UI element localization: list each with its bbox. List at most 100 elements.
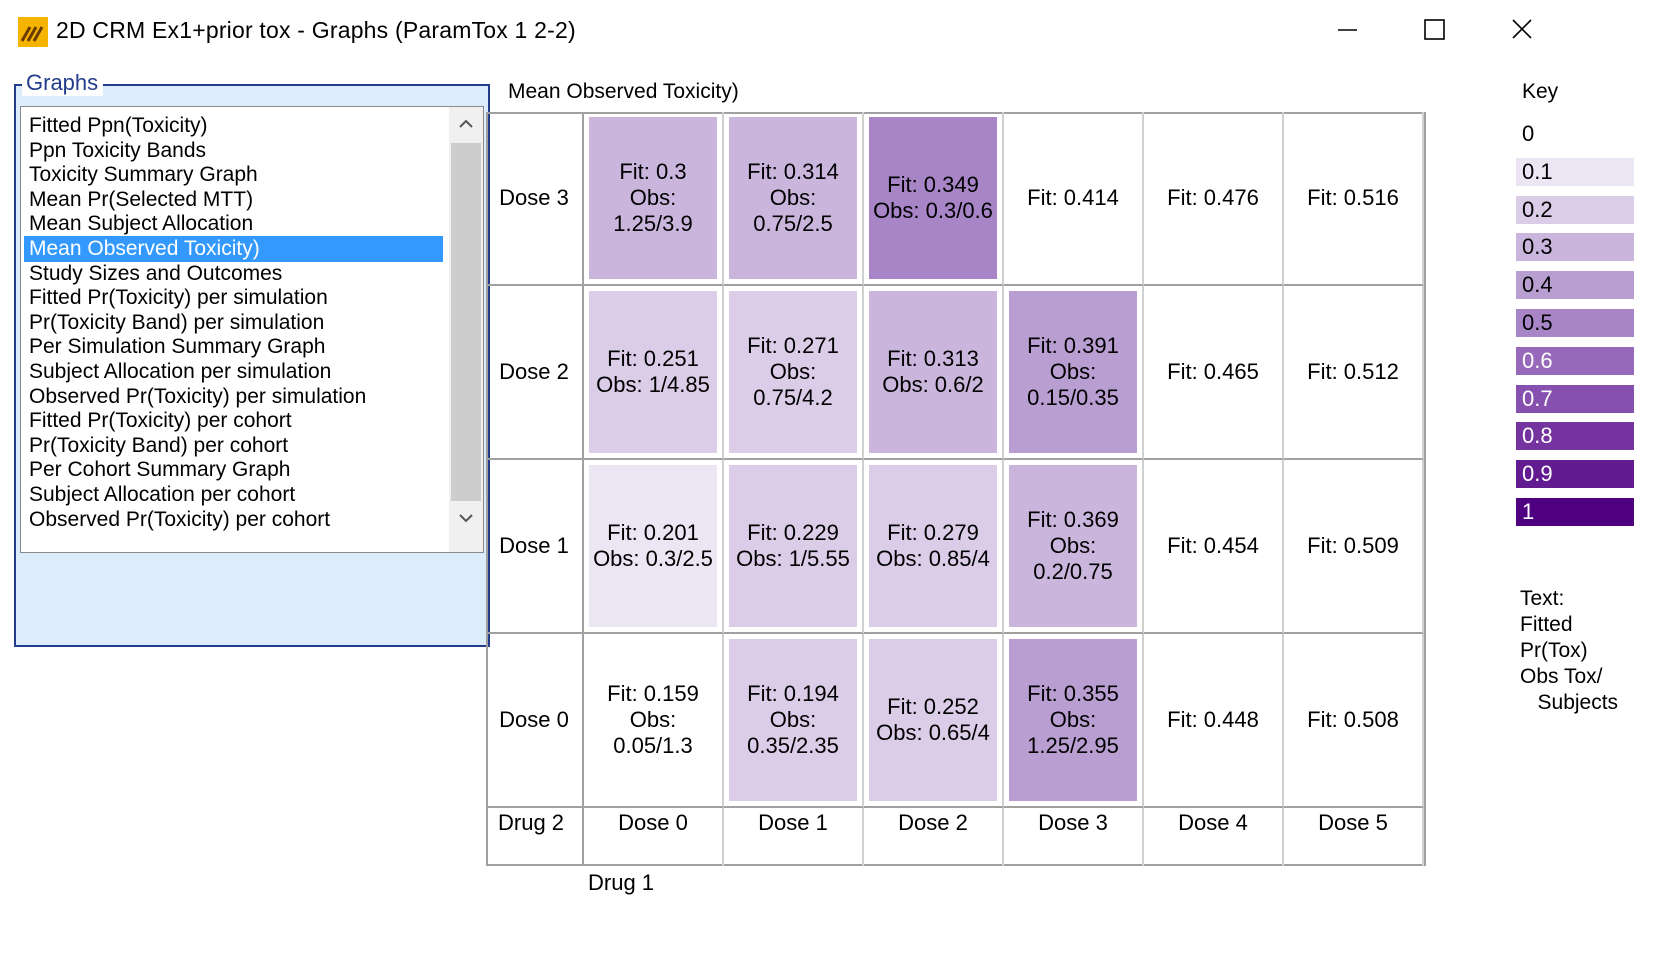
row-axis-label: Drug 2 [486,808,584,866]
heatmap-cell: Fit: 0.465 [1144,286,1284,460]
heatmap-cell: Fit: 0.369 Obs: 0.2/0.75 [1004,460,1144,634]
heatmap-cell: Fit: 0.159 Obs: 0.05/1.3 [584,634,724,808]
column-label-text: Dose 5 [1318,810,1388,835]
row-label-text: Dose 3 [499,185,569,210]
chevron-up-icon [459,119,473,128]
legend-item: 0.9 [1516,460,1634,489]
graphs-listbox[interactable]: Fitted Ppn(Toxicity) Ppn Toxicity Bands To… [20,106,484,553]
graph-list-item[interactable]: Observed Pr(Toxicity) per simulation [29,384,367,408]
graph-list-item[interactable]: Mean Subject Allocation [29,212,254,236]
heatmap-cell-fill [1009,465,1137,627]
scroll-up-button[interactable] [449,107,483,141]
heatmap-cell: Fit: 0.448 [1144,634,1284,808]
graph-list-item[interactable]: Mean Observed Toxicity) [24,236,443,262]
graph-list-item[interactable]: Subject Allocation per cohort [29,483,296,506]
column-label: Dose 4 [1144,808,1284,866]
heatmap-cell: Fit: 0.229 Obs: 1/5.55 [724,460,864,634]
heatmap-cell-fill [589,291,717,453]
heatmap-cell-fill [869,291,997,453]
graph-list-item[interactable]: Pr(Toxicity Band) per simulation [29,310,325,334]
column-label: Dose 0 [584,808,724,866]
column-label: Dose 2 [864,808,1004,866]
legend-item: 0.3 [1516,233,1634,262]
heatmap-cell-fill [589,465,717,627]
heatmap-cell: Fit: 0.454 [1144,460,1284,634]
heatmap-cell-text: Fit: 0.252 Obs: 0.65/4 [876,694,990,745]
column-label-text: Dose 3 [1038,810,1108,835]
heatmap-cell-fill [729,639,857,801]
heatmap-cell-text: Fit: 0.476 [1167,185,1259,210]
column-label-text: Dose 0 [618,810,688,835]
heatmap-cell: Fit: 0.509 [1284,460,1424,634]
graph-list-item[interactable]: Subject Allocation per simulation [29,360,332,383]
maximize-button[interactable] [1402,10,1464,50]
heatmap-cell: Fit: 0.201 Obs: 0.3/2.5 [584,460,724,634]
heatmap-cell-text: Fit: 0.314 Obs: 0.75/2.5 [747,159,839,236]
row-label: Dose 0 [486,634,584,808]
listbox-scrollbar[interactable] [449,107,483,552]
graph-list-item[interactable]: Observed Pr(Toxicity) per cohort [29,507,331,531]
legend-item: 0.1 [1516,157,1634,186]
graph-list-item[interactable]: Study Sizes and Outcomes [29,261,283,285]
heatmap-cell-text: Fit: 0.454 [1167,533,1259,558]
heatmap-frame [486,112,1426,866]
heatmap-cell-text: Fit: 0.313 Obs: 0.6/2 [882,346,984,397]
heatmap-cell: Fit: 0.516 [1284,112,1424,286]
minimize-icon [1338,29,1357,31]
scroll-down-button[interactable] [449,501,483,535]
title-bar: 2D CRM Ex1+prior tox - Graphs (ParamTox … [0,0,1658,62]
heatmap-cell-fill [869,465,997,627]
heatmap-cell-text: Fit: 0.414 [1027,185,1119,210]
heatmap-cell: Fit: 0.252 Obs: 0.65/4 [864,634,1004,808]
heatmap-cell-fill [1009,291,1137,453]
key-text: Text: Fitted Pr(Tox) Obs Tox/ Subjects [1520,587,1619,714]
close-icon [1512,19,1532,39]
heatmap-cell: Fit: 0.508 [1284,634,1424,808]
graph-list-item[interactable]: Fitted Pr(Toxicity) per simulation [29,286,328,310]
heatmap-cell: Fit: 0.251 Obs: 1/4.85 [584,286,724,460]
heatmap-cell-text: Fit: 0.271 Obs: 0.75/4.2 [747,333,839,410]
graph-list-item[interactable]: Mean Pr(Selected MTT) [29,187,254,211]
heatmap-cell: Fit: 0.313 Obs: 0.6/2 [864,286,1004,460]
row-label-text: Dose 0 [499,707,569,732]
heatmap-cell-text: Fit: 0.279 Obs: 0.85/4 [876,520,990,571]
column-label: Dose 5 [1284,808,1424,866]
graph-list-item[interactable]: Fitted Pr(Toxicity) per cohort [29,409,292,433]
graph-list-item[interactable]: Pr(Toxicity Band) per cohort [29,433,289,457]
graph-list-item[interactable]: Per Simulation Summary Graph [29,335,326,359]
scroll-thumb[interactable] [451,143,481,501]
heatmap-cell: Fit: 0.355 Obs: 1.25/2.95 [1004,634,1144,808]
column-label-text: Dose 4 [1178,810,1248,835]
heatmap-cell: Fit: 0.314 Obs: 0.75/2.5 [724,112,864,286]
graph-list-item[interactable]: Per Cohort Summary Graph [29,458,291,482]
column-axis-label: Drug 1 [588,870,655,895]
heatmap-cell-text: Fit: 0.3 Obs: 1.25/3.9 [613,159,693,236]
heatmap-cell: Fit: 0.194 Obs: 0.35/2.35 [724,634,864,808]
graph-list-item[interactable]: Toxicity Summary Graph [29,163,258,187]
heatmap-cell-fill [729,465,857,627]
row-label: Dose 2 [486,286,584,460]
legend-item: 0.4 [1516,271,1634,300]
row-label-text: Dose 2 [499,359,569,384]
minimize-button[interactable] [1316,10,1378,50]
legend-item: 1 [1516,498,1634,526]
close-button[interactable] [1490,10,1552,50]
key-title: Key [1522,80,1559,103]
heatmap-cell-text: Fit: 0.369 Obs: 0.2/0.75 [1027,507,1119,584]
row-label: Dose 1 [486,460,584,634]
heatmap-cell-fill [1009,639,1137,801]
heatmap-cell-fill [729,117,857,279]
column-label: Dose 3 [1004,808,1144,866]
heatmap-cell: Fit: 0.476 [1144,112,1284,286]
heatmap-cell-fill [869,639,997,801]
heatmap-cell-text: Fit: 0.229 Obs: 1/5.55 [736,520,850,571]
chevron-down-icon [459,514,473,523]
heatmap-cell-text: Fit: 0.201 Obs: 0.3/2.5 [593,520,713,571]
legend-item: 0.8 [1516,422,1634,451]
row-label-text: Dose 1 [499,533,569,558]
heatmap-cell-text: Fit: 0.251 Obs: 1/4.85 [596,346,710,397]
graph-list-item[interactable]: Ppn Toxicity Bands [29,138,207,162]
heatmap-cell: Fit: 0.279 Obs: 0.85/4 [864,460,1004,634]
graph-list-item[interactable]: Fitted Ppn(Toxicity) [29,114,208,137]
heatmap-cell-text: Fit: 0.465 [1167,359,1259,384]
